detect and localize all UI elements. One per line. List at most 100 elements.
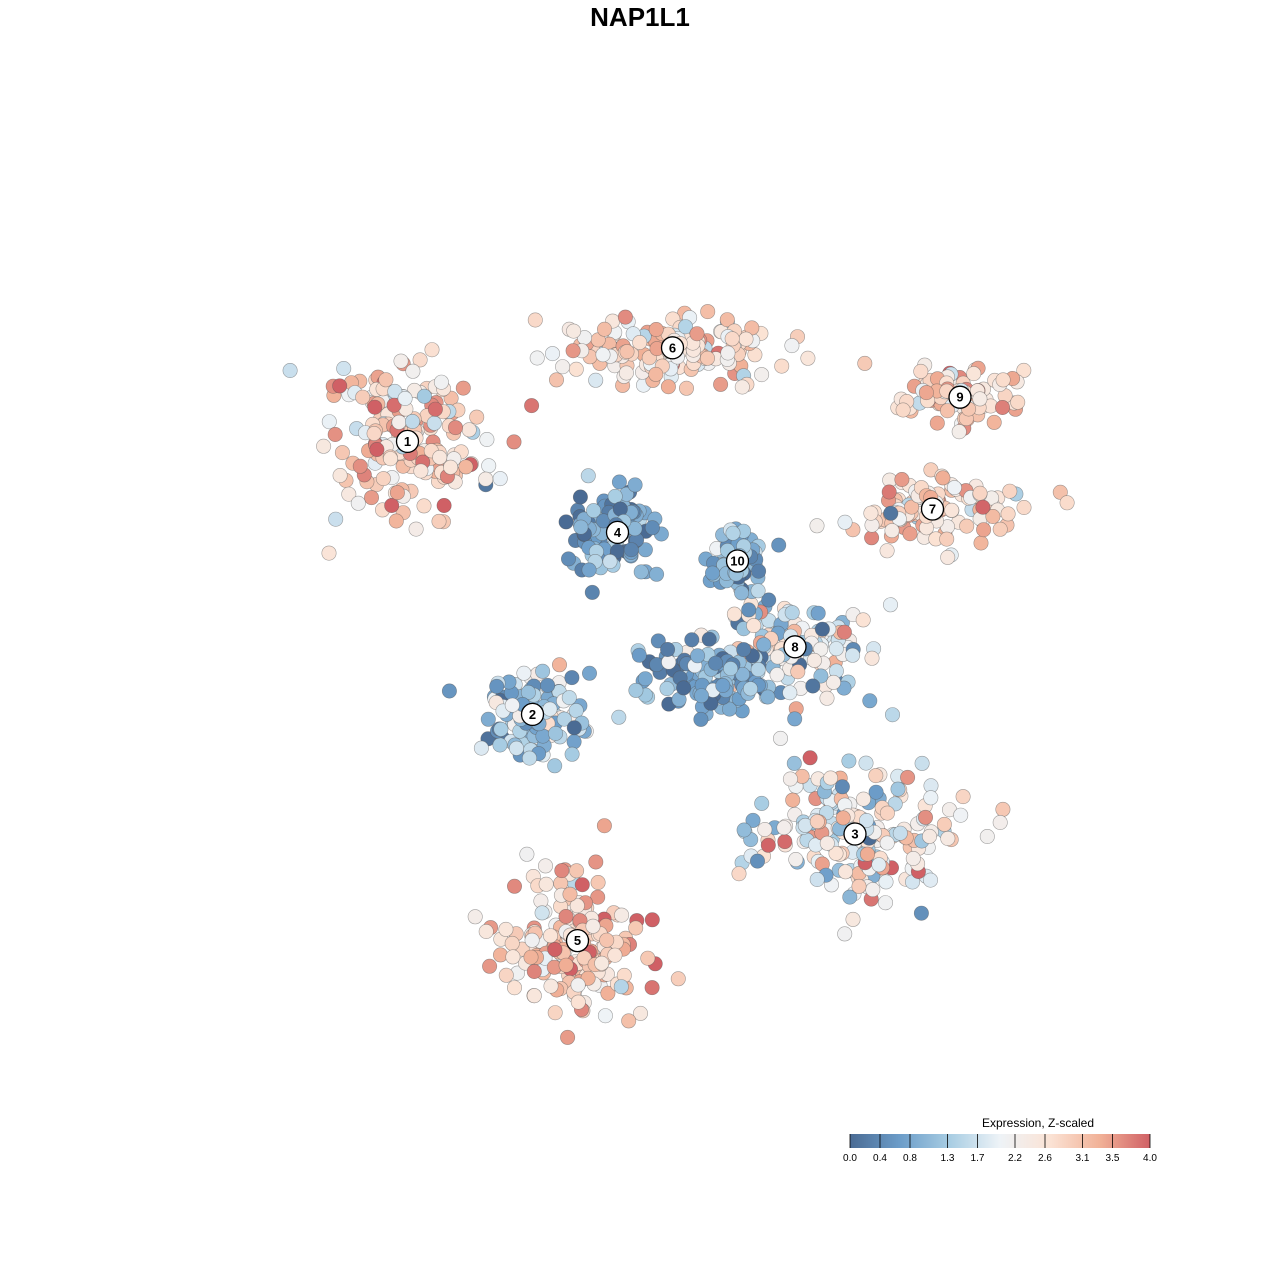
data-point: [569, 898, 585, 914]
data-point: [837, 926, 853, 942]
data-point: [693, 688, 709, 704]
data-point: [995, 801, 1011, 817]
data-point: [327, 426, 343, 442]
data-point: [858, 755, 874, 771]
data-point: [661, 654, 677, 670]
data-point: [917, 809, 933, 825]
cluster-label-9: 9: [948, 385, 972, 409]
data-point: [355, 389, 371, 405]
data-point: [904, 499, 920, 515]
cluster-label-badge: [565, 928, 590, 953]
data-point: [599, 932, 615, 948]
data-point: [660, 641, 676, 657]
data-point: [750, 661, 766, 677]
data-point: [595, 347, 611, 363]
data-point: [828, 641, 844, 657]
data-point: [431, 513, 447, 529]
cluster-label-text: 4: [614, 525, 622, 540]
data-point: [992, 521, 1008, 537]
data-point: [492, 947, 508, 963]
data-point: [433, 374, 449, 390]
data-point: [761, 592, 777, 608]
data-point: [879, 835, 895, 851]
data-point: [386, 397, 402, 413]
data-point: [363, 490, 379, 506]
legend-tick-label: 1.3: [941, 1153, 955, 1164]
data-point: [648, 366, 664, 382]
data-point: [902, 526, 918, 542]
cluster-label-text: 10: [730, 554, 744, 569]
data-point: [862, 693, 878, 709]
data-point: [770, 649, 786, 665]
cluster-label-text: 2: [529, 707, 536, 722]
data-point: [547, 941, 563, 957]
data-point: [810, 605, 826, 621]
data-point: [757, 821, 773, 837]
data-point: [580, 468, 596, 484]
data-point: [426, 415, 442, 431]
data-point: [995, 372, 1011, 388]
data-point: [607, 947, 623, 963]
color-legend: Expression, Z-scaled 0.0 0.4 0.8 1.3 1.7 2.2 2…: [843, 1116, 1157, 1164]
data-point: [690, 648, 706, 664]
cluster-label-2: 2: [520, 702, 545, 727]
cluster-label-5: 5: [565, 928, 590, 953]
data-point: [939, 531, 955, 547]
data-point: [350, 495, 366, 511]
data-point: [321, 545, 337, 561]
data-point: [1010, 394, 1026, 410]
data-point: [542, 928, 558, 944]
data-point: [944, 502, 960, 518]
data-point: [855, 612, 871, 628]
data-point: [774, 358, 790, 374]
data-point: [455, 380, 471, 396]
data-point: [1016, 499, 1032, 515]
data-point: [879, 543, 895, 559]
data-point: [813, 668, 829, 684]
data-point: [994, 399, 1010, 415]
legend-tick-label: 0.4: [873, 1153, 887, 1164]
data-point: [713, 376, 729, 392]
data-point: [424, 342, 440, 358]
data-point: [894, 471, 910, 487]
data-point: [526, 988, 542, 1004]
data-point: [913, 905, 929, 921]
data-point: [572, 489, 588, 505]
data-point: [940, 830, 956, 846]
data-point: [715, 677, 731, 693]
data-point: [547, 758, 563, 774]
data-point: [551, 657, 567, 673]
data-point: [868, 768, 884, 784]
data-point: [946, 480, 962, 496]
data-point: [863, 505, 879, 521]
data-point: [432, 449, 448, 465]
data-point: [594, 955, 610, 971]
data-point: [859, 846, 875, 862]
data-point: [627, 477, 643, 493]
data-point: [458, 459, 474, 475]
data-point: [1052, 484, 1068, 500]
data-point: [524, 398, 540, 414]
data-point: [369, 441, 385, 457]
data-point: [660, 379, 676, 395]
data-point: [802, 750, 818, 766]
data-point: [560, 1029, 576, 1045]
data-point: [834, 779, 850, 795]
data-point: [478, 923, 494, 939]
data-point: [951, 424, 967, 440]
data-point: [745, 812, 761, 828]
data-point: [328, 511, 344, 527]
data-point: [693, 711, 709, 727]
data-point: [520, 684, 536, 700]
data-point: [493, 721, 509, 737]
data-point: [689, 326, 705, 342]
data-point: [623, 542, 639, 558]
data-point: [936, 816, 952, 832]
data-point: [881, 484, 897, 500]
data-point: [537, 858, 553, 874]
data-point: [554, 863, 570, 879]
data-point: [976, 522, 992, 538]
data-point: [561, 690, 577, 706]
data-point: [809, 814, 825, 830]
data-point: [576, 950, 592, 966]
